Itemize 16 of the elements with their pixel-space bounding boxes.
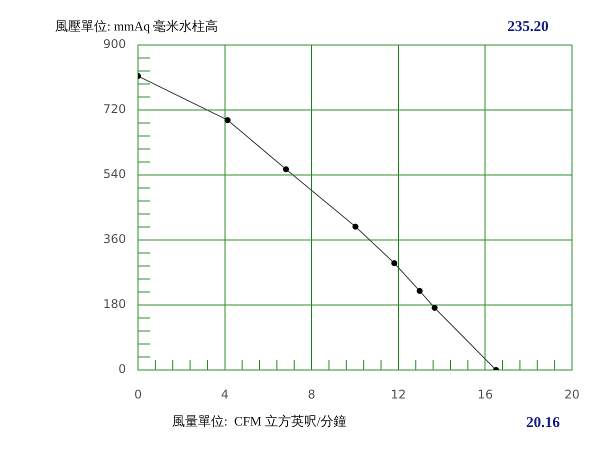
y-tick-label: 720 [103,102,126,116]
text: 20.16 [526,414,560,431]
y-tick-label: 900 [103,37,126,52]
x-tick-label: 8 [308,387,316,402]
y-tick-label: 0 [118,362,126,376]
y-tick-label: 180 [103,297,126,312]
x-tick-label: 4 [220,387,229,402]
x-tick-label: 12 [390,387,406,402]
x-axis-title: 風量單位: CFM 立方英呎/分鐘 [172,413,346,428]
y-tick-label: 540 [103,167,126,182]
x-tick-label: 16 [478,387,493,402]
y-tick-label: 360 [103,232,126,246]
text: 235.20 [507,18,549,35]
x-tick-label: 0 [134,387,142,402]
x-tick-label: 20 [564,387,580,402]
y-axis-title: 風壓單位: mmAq 毫米水柱高 [55,18,218,34]
